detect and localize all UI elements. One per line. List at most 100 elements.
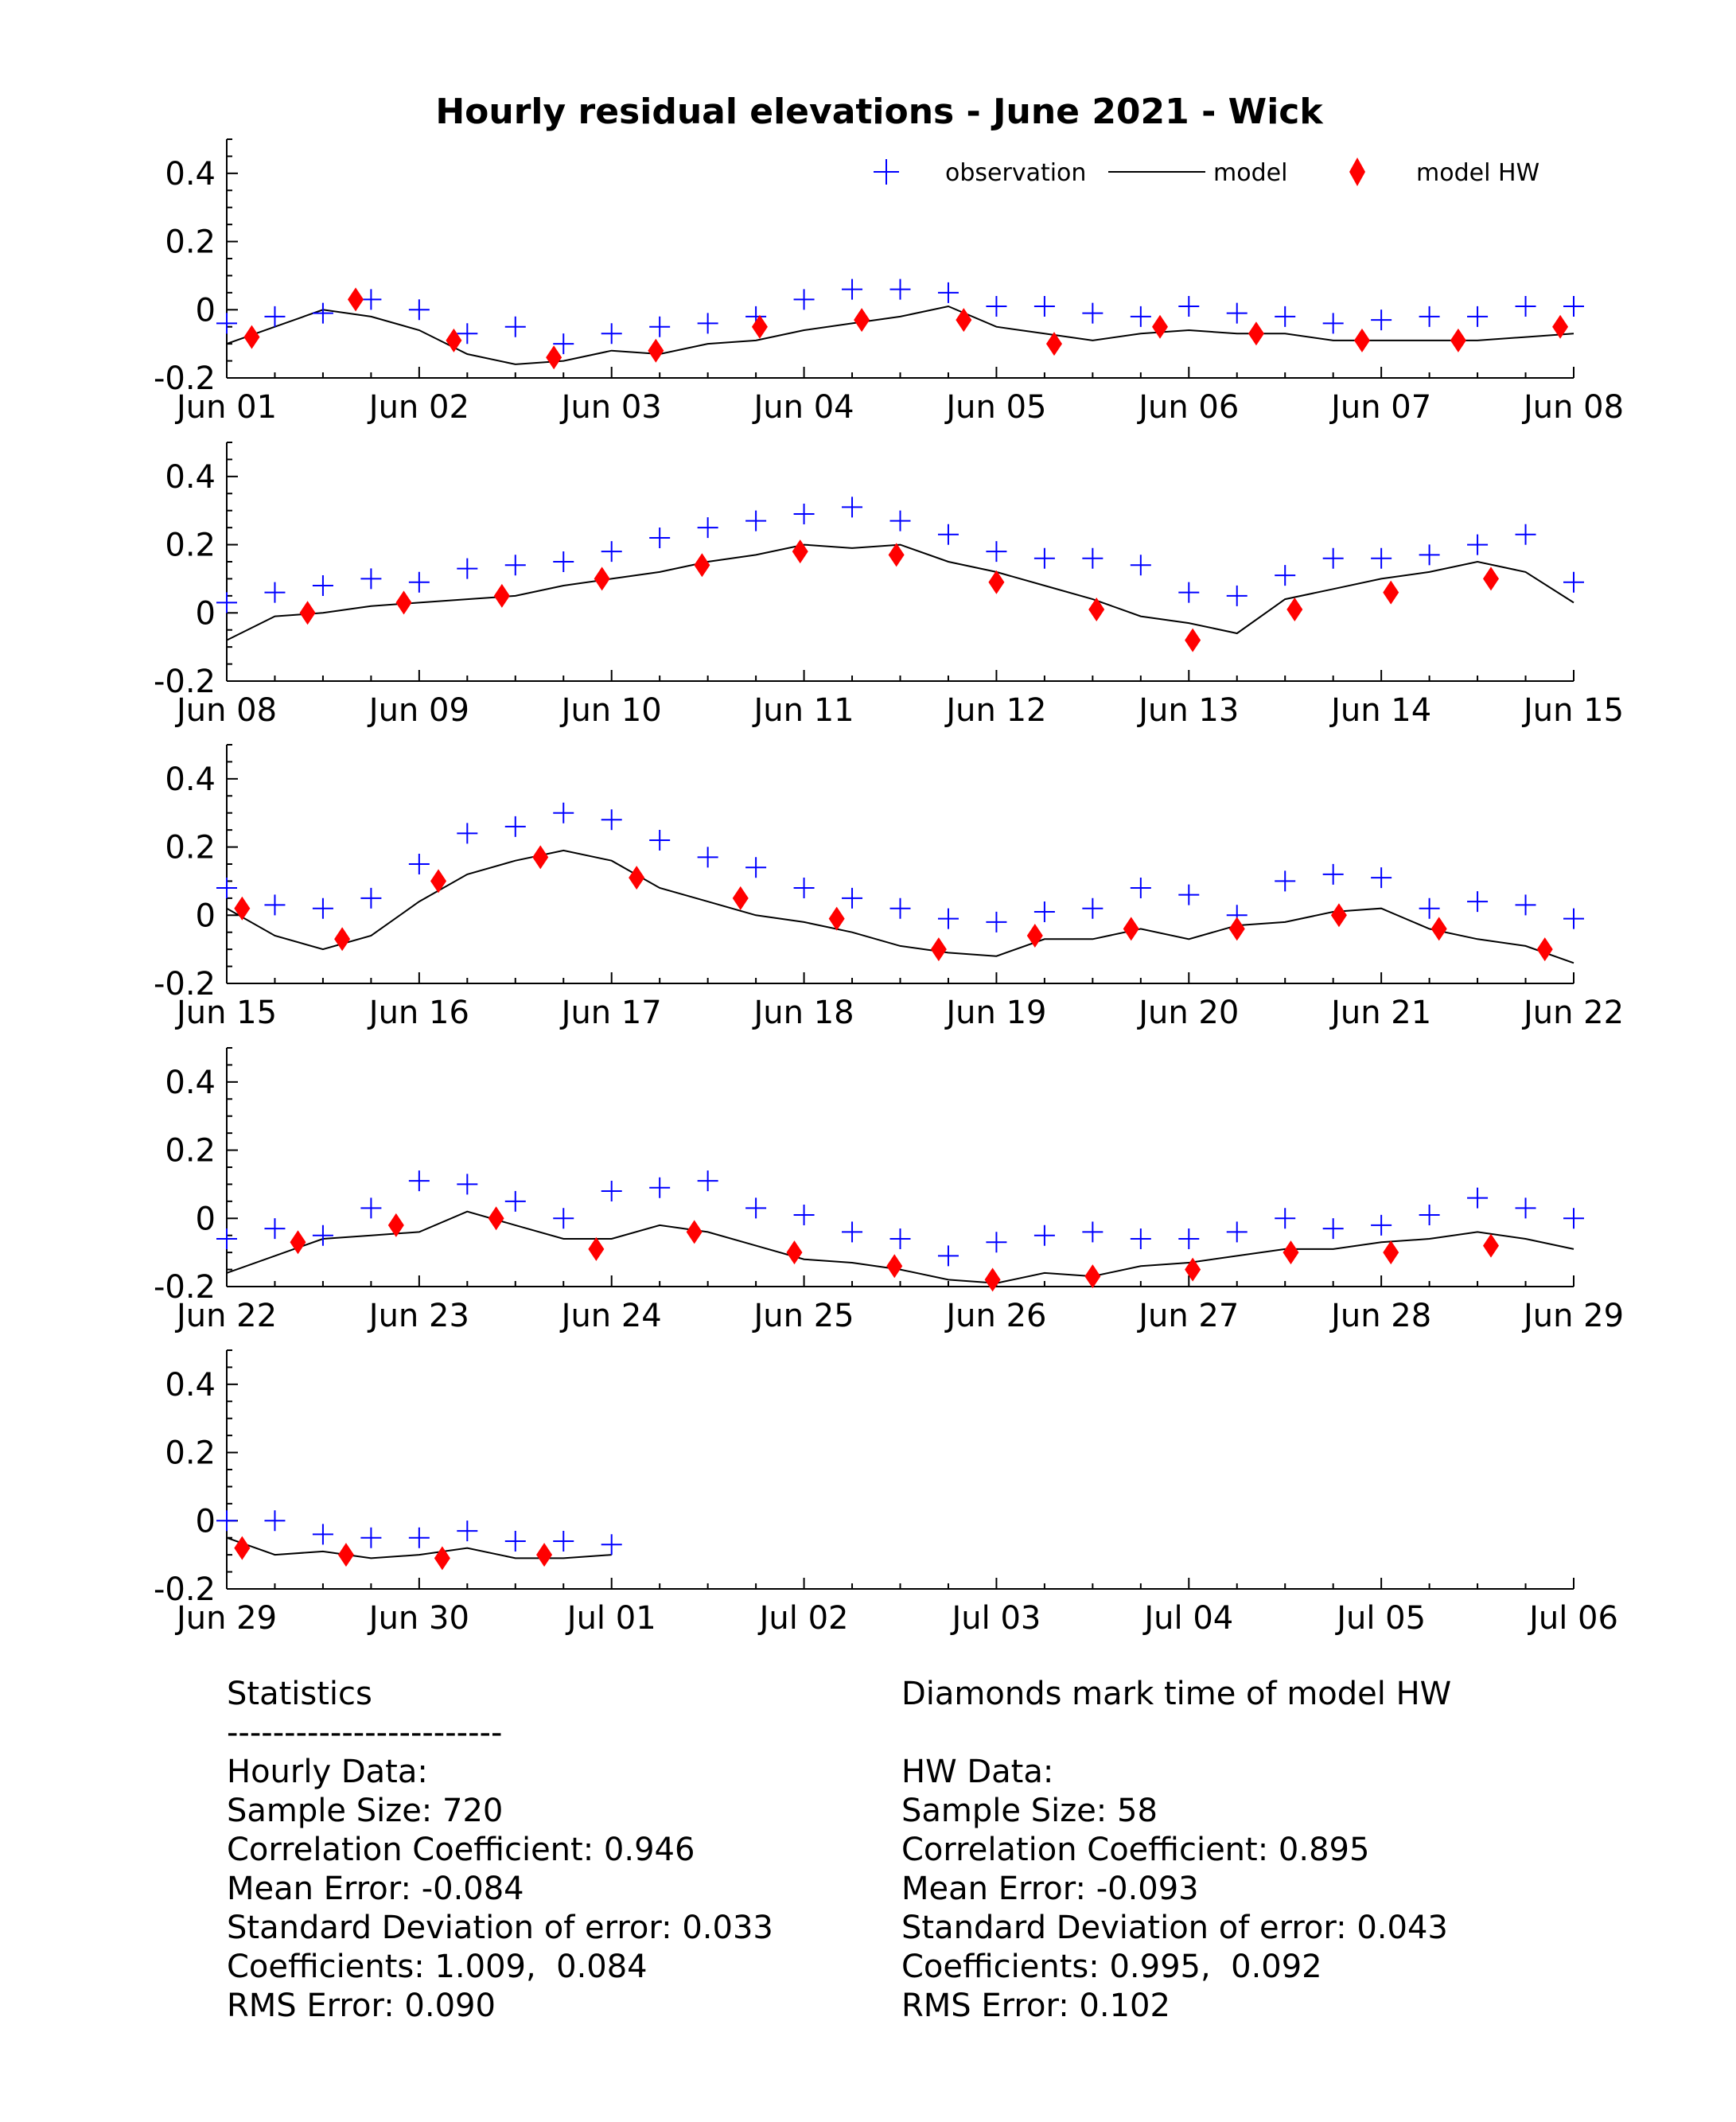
observation-point [842,496,863,518]
model-hw-marker [1228,917,1245,941]
stats-line: Coefficients: 1.009, 0.084 [227,1949,648,1985]
observation-point [360,568,382,590]
observation-point [1275,565,1296,586]
observation-point [312,302,333,324]
stats-line: Standard Deviation of error: 0.043 [901,1910,1448,1946]
model-hw-marker [686,1220,703,1244]
observation-point [1515,296,1536,317]
x-tick-label: Jun 12 [944,692,1046,729]
model-hw-marker [1185,628,1201,652]
model-hw-marker [1383,580,1399,605]
observation-point [216,1228,237,1249]
y-tick-label: -0.2 [154,664,216,700]
legend-model-label: model [1213,159,1287,187]
observation-point [1130,306,1151,327]
stats-line: RMS Error: 0.102 [901,1988,1170,2024]
observation-point [649,528,671,548]
observation-point [1419,897,1440,919]
x-tick-label: Jun 09 [367,692,469,729]
x-tick-label: Jun 08 [174,692,277,729]
observation-point [1515,894,1536,916]
legend-observation-label: observation [945,159,1086,187]
x-tick-label: Jun 19 [944,995,1046,1031]
observation-point [889,897,911,919]
x-tick-label: Jun 11 [752,692,854,729]
y-tick-label: 0.2 [165,830,216,866]
observation-point [1130,878,1151,898]
x-tick-label: Jul 01 [565,1600,656,1637]
model-hw-marker [751,314,768,339]
model-hw-marker [1088,598,1105,621]
observation-point [457,323,478,345]
observation-point [1322,863,1344,885]
x-tick-label: Jun 24 [559,1298,662,1334]
y-tick-label: 0.4 [165,1065,216,1101]
observation-point [264,306,286,327]
model-hw-marker [334,927,351,952]
observation-point [216,313,237,334]
observation-point [1082,547,1103,569]
model-hw-marker [956,308,972,333]
y-tick-label: -0.2 [154,1571,216,1608]
model-hw-marker [395,590,412,615]
observation-point [1130,555,1151,576]
model-hw-marker [234,1536,251,1560]
x-tick-label: Jun 15 [174,995,277,1031]
chart-title: Hourly residual elevations - June 2021 -… [435,91,1324,132]
x-tick-label: Jun 16 [367,995,469,1031]
observation-point [1371,1214,1392,1236]
observation-point [360,289,382,310]
observation-point [1275,1208,1296,1229]
x-tick-label: Jun 06 [1136,389,1239,426]
model-hw-marker [888,543,905,567]
observation-point [1563,908,1584,929]
x-tick-label: Jun 20 [1136,995,1239,1031]
x-tick-label: Jun 27 [1136,1298,1239,1334]
x-tick-label: Jun 28 [1329,1298,1431,1334]
observation-point [697,517,718,539]
x-tick-label: Jun 29 [174,1600,277,1637]
observation-point [1322,547,1344,569]
stats-line: Hourly Data: [227,1754,428,1790]
observation-point [1178,1228,1200,1249]
observation-point [1178,884,1200,905]
model-hw-marker [1286,598,1303,621]
model-line [226,543,1574,641]
observation-point [408,854,430,874]
observation-point [986,296,1007,317]
observation-point [842,887,863,909]
observation-point [842,278,863,300]
observation-point [1033,296,1055,317]
model-hw-marker [243,325,260,349]
stats-line: Correlation Coefficient: 0.895 [901,1832,1370,1868]
y-tick-label: 0.4 [165,1367,216,1404]
y-tick-label: 0.2 [165,1435,216,1472]
model-hw-marker [648,338,664,363]
model-hw-marker [1026,924,1043,948]
observation-point [1082,1221,1103,1243]
observation-point [360,1197,382,1219]
observation-point [1226,302,1248,324]
x-tick-label: Jun 10 [559,692,662,729]
x-tick-label: Jun 30 [367,1600,469,1637]
model-hw-marker [629,866,645,890]
stats-hw: Diamonds mark time of model HW HW Data: … [901,1675,1451,2026]
model-hw-marker [337,1543,354,1567]
observation-point [601,1534,622,1555]
model-hw-marker [387,1213,404,1237]
x-tick-label: Jun 03 [559,389,662,426]
model-hw-marker [732,886,749,910]
observation-point [937,282,959,303]
model-hw-marker [546,345,562,370]
observation-point [312,1225,333,1246]
x-tick-label: Jun 07 [1329,389,1431,426]
observation-point [457,1520,478,1542]
model-hw-marker [1450,328,1466,352]
observation-point [793,504,815,524]
model-hw-marker [1045,332,1062,356]
observation-point [1226,1221,1248,1243]
observation-point [889,1228,911,1249]
model-hw-marker [1483,567,1500,591]
model-hw-marker [1383,1240,1399,1265]
